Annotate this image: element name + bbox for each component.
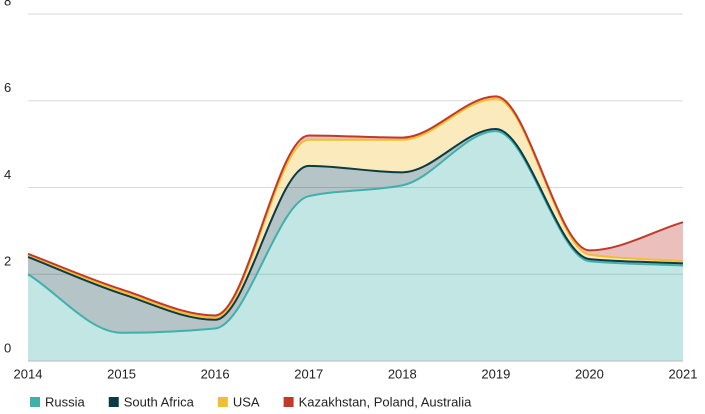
- x-tick-label: 2020: [575, 366, 604, 381]
- legend-swatch: [30, 397, 40, 407]
- legend-swatch: [283, 397, 294, 407]
- area: [28, 98, 683, 320]
- y-tick-label: 8: [4, 0, 11, 8]
- x-tick-label: 2018: [388, 366, 417, 381]
- x-tick-label: 2016: [201, 366, 230, 381]
- area-line: [27, 127, 684, 321]
- y-tick-label: 0: [4, 340, 11, 355]
- legend-label: USA: [233, 394, 260, 409]
- x-tick-label: 2017: [294, 366, 323, 381]
- area-line: [27, 97, 684, 319]
- legend-swatch: [108, 397, 119, 407]
- area: [28, 131, 683, 361]
- x-tick-label: 2015: [107, 366, 136, 381]
- x-tick-label: 2014: [14, 366, 43, 381]
- x-tick-label: 2021: [669, 366, 698, 381]
- y-tick-label: 4: [4, 167, 11, 182]
- legend-swatch: [217, 397, 228, 407]
- area-line: [27, 130, 684, 334]
- legend-label: Russia: [45, 394, 86, 409]
- area-line: [27, 95, 684, 317]
- x-tick-label: 2019: [481, 366, 510, 381]
- y-tick-label: 2: [4, 254, 11, 269]
- legend-label: South Africa: [124, 394, 195, 409]
- y-tick-label: 6: [4, 80, 11, 95]
- legend-label: Kazakhstan, Poland, Australia: [299, 394, 472, 409]
